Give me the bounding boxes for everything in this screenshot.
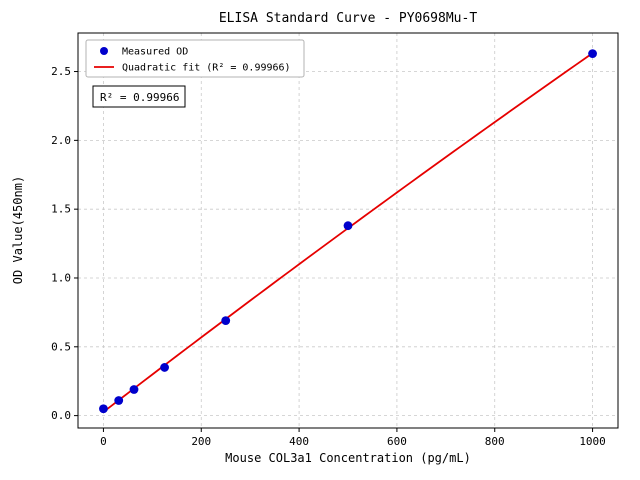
legend-marker-point bbox=[100, 47, 108, 55]
x-tick-label: 200 bbox=[191, 435, 211, 448]
y-tick-label: 2.0 bbox=[51, 134, 71, 147]
y-tick-label: 0.5 bbox=[51, 340, 71, 353]
data-point bbox=[160, 363, 169, 372]
y-tick-label: 1.0 bbox=[51, 271, 71, 284]
x-tick-label: 400 bbox=[289, 435, 309, 448]
x-tick-label: 1000 bbox=[579, 435, 606, 448]
y-tick-label: 0.0 bbox=[51, 409, 71, 422]
data-point bbox=[114, 396, 124, 405]
legend-box bbox=[85, 39, 305, 78]
x-tick-label: 0 bbox=[100, 435, 107, 448]
legend-label: Quadratic fit (R² = 0.99966) bbox=[122, 63, 291, 74]
data-point bbox=[221, 316, 231, 326]
x-axis-label: Mouse COL3a1 Concentration (pg/mL) bbox=[225, 451, 471, 465]
x-tick-label: 600 bbox=[387, 435, 407, 448]
data-point bbox=[129, 385, 139, 394]
plot-border bbox=[77, 32, 619, 429]
data-point bbox=[99, 404, 108, 414]
y-tick-label: 1.5 bbox=[51, 203, 71, 216]
data-point bbox=[588, 49, 597, 59]
x-tick-label: 800 bbox=[485, 435, 505, 448]
chart-title: ELISA Standard Curve - PY0698Mu-T bbox=[219, 11, 477, 26]
plot-layer: 0 200 400 600 800 1000 0.0 0.5 1.0 1.5 2.0 2.5 Measu… bbox=[51, 32, 619, 448]
r-squared-text: R² = 0.99966 bbox=[100, 91, 179, 104]
legend-label: Measured OD bbox=[122, 47, 188, 58]
r-squared-box bbox=[92, 85, 186, 108]
y-tick-label: 2.5 bbox=[51, 65, 71, 78]
data-point bbox=[343, 221, 353, 231]
y-axis-label: OD Value(450nm) bbox=[11, 176, 25, 284]
